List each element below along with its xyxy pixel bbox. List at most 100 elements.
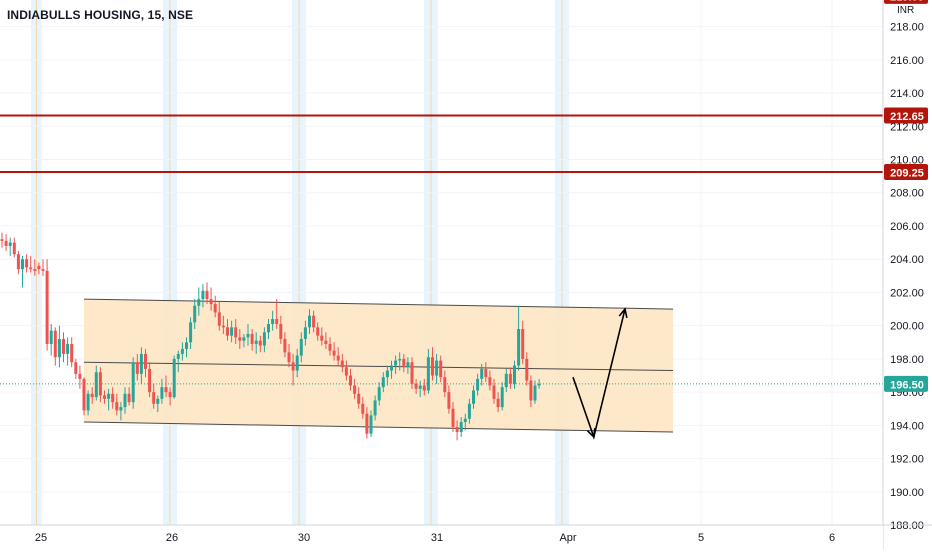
candle-body [496, 398, 500, 408]
y-tick-label: 192.00 [890, 454, 924, 466]
candle-body [426, 357, 430, 391]
candle-body [168, 392, 172, 398]
candle-body [242, 337, 246, 341]
candle-body [62, 338, 65, 354]
candle-body [443, 377, 447, 393]
candle-body [230, 327, 234, 336]
candle-body [217, 312, 221, 326]
candle-body [193, 305, 197, 323]
candle-body [123, 393, 127, 408]
candle-body [4, 240, 8, 246]
candle-body [476, 378, 480, 391]
candle-body [0, 239, 4, 241]
y-tick-label: 208.00 [890, 188, 924, 200]
candle-body [148, 368, 152, 393]
y-tick-label: 212.00 [890, 121, 924, 133]
projection-arrowhead-down [586, 427, 596, 439]
time-axis-panel[interactable] [0, 525, 883, 550]
candle-body [394, 360, 398, 366]
last-price-badge-bg [884, 375, 928, 392]
y-tick-label: 198.00 [890, 354, 924, 366]
y-tick-label: 202.00 [890, 287, 924, 299]
candle-body [221, 325, 225, 328]
candle-body [152, 392, 156, 404]
last-price-badge: 196.50 [890, 379, 924, 391]
candle-body [320, 335, 324, 341]
candle-body [156, 398, 160, 404]
candle-body [406, 362, 410, 368]
candle-body [459, 422, 463, 433]
candle-body [332, 350, 336, 356]
candle-body [521, 329, 525, 359]
candle-body [504, 373, 508, 388]
candle-body [435, 360, 439, 376]
x-tick-label: 5 [698, 532, 704, 544]
candle-body [316, 327, 320, 336]
candle-body [12, 242, 16, 255]
candle-body [172, 358, 176, 398]
x-tick-label: 30 [298, 532, 310, 544]
candle-body [431, 357, 434, 376]
channel-middle-line[interactable] [83, 361, 674, 372]
candle-body [135, 362, 139, 374]
y-tick-label: 190.00 [890, 487, 924, 499]
candle-body [472, 390, 475, 404]
candle-body [492, 385, 496, 399]
candle-body [344, 367, 348, 376]
candle-body [295, 355, 299, 371]
candle-body [86, 393, 90, 411]
candle-body [94, 372, 98, 398]
candle-body [115, 402, 119, 411]
candle-body [529, 380, 533, 401]
channel-upper-line[interactable] [83, 298, 674, 310]
candle-body [283, 338, 287, 353]
candle-body [107, 393, 111, 399]
candle-body [201, 290, 205, 300]
channel-lower-line[interactable] [83, 421, 674, 433]
y-tick-label: 200.00 [890, 321, 924, 333]
candle-body [144, 353, 147, 369]
candle-body [103, 395, 106, 399]
candle-body [369, 415, 373, 434]
x-tick-label: 26 [166, 532, 178, 544]
y-tick-label: 218.00 [890, 22, 924, 34]
candle-body [385, 370, 389, 378]
candle-body [25, 259, 29, 268]
candle-body [180, 348, 184, 354]
candle-body [353, 385, 357, 394]
candle-body [197, 299, 201, 306]
candle-body [209, 299, 213, 305]
candle-body [29, 267, 33, 270]
candle-body [291, 362, 295, 371]
candle-body [21, 259, 24, 270]
candle-body [467, 403, 471, 419]
candle-body [422, 385, 426, 391]
candle-body [373, 400, 377, 416]
price-level-badge-bg [884, 163, 928, 180]
candle-body [308, 315, 311, 328]
candle-body [189, 322, 193, 343]
candle-body [324, 340, 328, 344]
candle-body [488, 377, 492, 386]
candle-body [66, 343, 70, 354]
candle-body [213, 304, 217, 313]
candle-body [402, 358, 406, 368]
price-axis-panel[interactable] [883, 0, 932, 550]
candle-body [226, 327, 229, 336]
candle-body [33, 269, 37, 271]
candle-body [455, 427, 459, 433]
candle-body [336, 355, 340, 361]
candle-body [262, 332, 266, 346]
candle-body [398, 358, 402, 361]
candle-body [45, 270, 49, 344]
candle-body [418, 385, 422, 389]
candle-body [57, 338, 61, 358]
price-badge-top-bg [884, 0, 928, 4]
candle-body [365, 413, 369, 434]
candle-body [246, 333, 250, 338]
candle-body [275, 319, 279, 325]
candle-body [98, 372, 102, 396]
candle-body [111, 393, 115, 403]
